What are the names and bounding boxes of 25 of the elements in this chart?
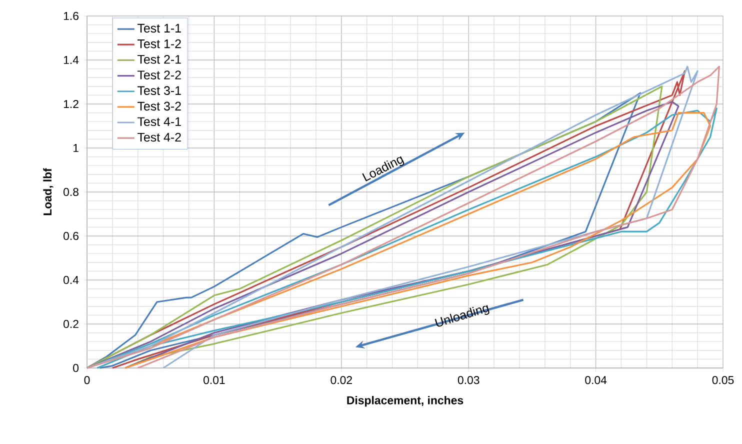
legend-label: Test 1-2 <box>138 39 181 48</box>
legend-label: Test 3-1 <box>138 86 181 95</box>
y-tick-label: 0.4 <box>64 276 79 284</box>
y-tick-label: 0.2 <box>64 320 78 328</box>
y-tick-label: 0 <box>73 364 79 372</box>
x-axis-title: Displacement, inches <box>347 396 464 407</box>
legend-label: Test 3-2 <box>138 102 181 111</box>
x-tick-label: 0.02 <box>330 376 352 384</box>
x-tick-label: 0.05 <box>712 376 734 384</box>
legend-label: Test 2-2 <box>138 70 181 80</box>
x-tick-label: 0.01 <box>204 376 225 384</box>
y-tick-label: 1.6 <box>64 12 78 20</box>
x-tick-label: 0.04 <box>585 376 607 384</box>
legend-label: Test 2-1 <box>138 54 181 64</box>
legend-label: Test 4-2 <box>138 132 181 142</box>
x-tick-label: 0 <box>84 376 90 384</box>
y-tick-label: 0.8 <box>64 188 78 196</box>
y-tick-label: 1.2 <box>64 100 78 108</box>
y-tick-label: 1.4 <box>64 56 79 64</box>
legend-label: Test 4-1 <box>138 117 181 126</box>
legend-label: Test 1-1 <box>138 24 181 33</box>
y-tick-label: 1 <box>73 144 78 152</box>
x-tick-label: 0.03 <box>458 376 480 384</box>
y-axis-title: Load, lbf <box>43 168 54 216</box>
y-tick-label: 0.6 <box>64 232 78 240</box>
